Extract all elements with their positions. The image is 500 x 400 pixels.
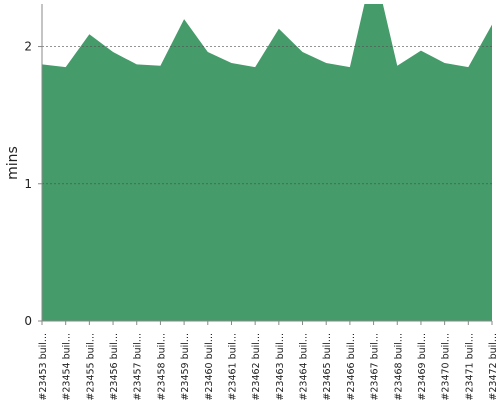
x-tick-label: #23466 buil... [346, 333, 357, 400]
x-tick-label: #23456 buil... [109, 333, 120, 400]
x-tick-label: #23457 buil... [133, 333, 144, 400]
y-axis-label: mins [5, 146, 21, 180]
x-tick-label: #23468 buil... [393, 333, 404, 400]
x-tick-label: #23462 buil... [251, 333, 262, 400]
y-tick-label: 2 [24, 40, 32, 54]
x-tick-label: #23453 buil... [38, 333, 49, 400]
x-tick-label: #23459 buil... [180, 333, 191, 400]
x-tick-label: #23465 buil... [322, 333, 333, 400]
y-tick-label: 0 [24, 314, 32, 328]
x-tick-label: #23471 buil... [464, 333, 475, 400]
x-tick-label: #23467 buil... [370, 333, 381, 400]
x-tick-label: #23460 buil... [204, 333, 215, 400]
area [42, 4, 492, 321]
y-tick-label: 1 [24, 177, 32, 191]
x-tick-label: #23463 buil... [275, 333, 286, 400]
x-tick-label: #23472 buil... [488, 333, 499, 400]
x-tick-label: #23469 buil... [417, 333, 428, 400]
x-tick-label: #23454 buil... [62, 333, 73, 400]
x-tick-label: #23458 buil... [156, 333, 167, 400]
x-tick-label: #23470 buil... [441, 333, 452, 400]
x-tick-label: #23464 buil... [299, 333, 310, 400]
x-tick-label: #23455 buil... [85, 333, 96, 400]
x-tick-label: #23461 buil... [227, 333, 238, 400]
